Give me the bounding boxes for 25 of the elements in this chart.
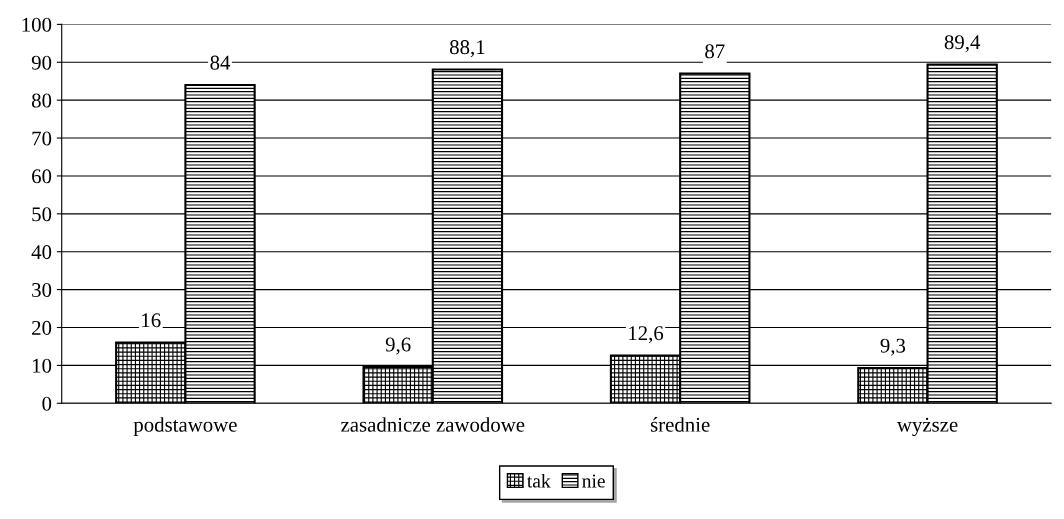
data-label: 88,1 [449, 40, 485, 58]
y-tick-label: 10 [32, 358, 52, 373]
legend-label: nie [582, 474, 605, 488]
y-tick-label: 90 [31, 55, 52, 70]
y-tick-label: 60 [32, 169, 52, 184]
y-tick-label: 50 [32, 207, 52, 222]
y-tick-label: 70 [32, 131, 52, 146]
x-tick-label: wyższe [896, 417, 958, 437]
x-tick-label: podstawowe [133, 417, 237, 437]
y-tick-label: 80 [31, 93, 52, 108]
data-label: 9,3 [880, 338, 906, 356]
y-tick-label: 40 [31, 245, 52, 260]
data-label: 87 [705, 44, 725, 59]
data-label: 89,4 [944, 35, 981, 53]
legend-label: tak [527, 473, 551, 488]
y-tick-label: 0 [42, 396, 52, 411]
data-label: 16 [142, 313, 161, 328]
x-tick-label: zasadnicze zawodowe [341, 417, 525, 432]
x-tick-label: średnie [650, 417, 710, 432]
y-tick-label: 20 [32, 320, 52, 335]
y-tick-label: 100 [22, 17, 52, 32]
data-label: 12,6 [629, 326, 664, 344]
y-tick-label: 30 [32, 282, 52, 298]
data-label: 9,6 [385, 337, 411, 355]
data-label: 84 [210, 55, 231, 70]
